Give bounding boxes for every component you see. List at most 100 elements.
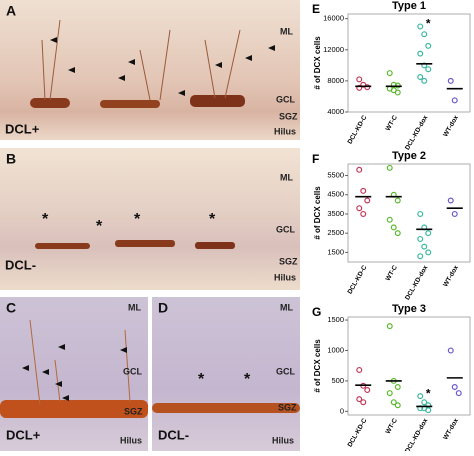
condition-label: DCL- (158, 427, 189, 442)
x-tick-label: WT-C (385, 264, 400, 282)
y-tick-label: 500 (331, 376, 344, 385)
y-tick-label: 8000 (327, 76, 344, 85)
data-point (417, 253, 424, 260)
x-tick-label: WT-C (385, 114, 400, 132)
x-tick-label: WT-dox (442, 264, 460, 288)
data-point (390, 81, 397, 88)
asterisk: * (96, 218, 103, 235)
panel-label: E (312, 2, 320, 16)
data-point (425, 42, 432, 49)
plot-frame (347, 13, 471, 113)
layer-label: ML (280, 302, 293, 312)
y-tick-label: 3500 (327, 209, 344, 218)
layer-label: GCL (276, 224, 296, 234)
data-point (364, 387, 371, 394)
x-tick-label: DCL-KD-dox (404, 264, 430, 301)
layer-label: SGZ (124, 406, 143, 416)
layer-label: ML (128, 302, 141, 312)
data-point (394, 89, 401, 96)
data-point (356, 205, 363, 212)
data-point (417, 50, 424, 57)
data-point (417, 73, 424, 80)
micrograph-a: A ML GCL SGZ Hilus DCL+ (0, 0, 300, 140)
y-tick-label: 5500 (327, 171, 344, 180)
data-point (425, 407, 432, 414)
y-tick-label: 12000 (323, 45, 344, 54)
panel-label: C (6, 300, 16, 316)
data-point (386, 70, 393, 77)
data-point (390, 224, 397, 231)
y-tick-label: 1500 (327, 247, 344, 256)
layer-label: SGZ (278, 402, 297, 412)
data-point (356, 366, 363, 373)
chart-title: Type 3 (392, 303, 426, 315)
x-tick-label: WT-C (385, 417, 400, 435)
layer-label: SGZ (279, 256, 298, 266)
data-point (421, 77, 428, 84)
y-tick-label: 16000 (323, 14, 344, 23)
micrograph-c: C ML GCL SGZ Hilus DCL+ (0, 297, 148, 451)
data-point (360, 399, 367, 406)
data-point (421, 31, 428, 38)
data-point (451, 97, 458, 104)
data-point (394, 384, 401, 391)
layer-label: Hilus (272, 435, 294, 445)
layer-label: ML (280, 26, 293, 36)
plot-frame (347, 163, 471, 263)
data-point (447, 347, 454, 354)
layer-label: Hilus (120, 435, 142, 445)
y-axis-label: # of DCX cells (313, 339, 322, 393)
layer-label: Hilus (274, 126, 296, 136)
significance-marker: * (426, 17, 431, 31)
asterisk: * (42, 211, 49, 228)
y-tick-label: 4500 (327, 190, 344, 199)
data-point (390, 399, 397, 406)
x-tick-label: DCL-KD-C (347, 417, 369, 448)
y-tick-label: 1500 (327, 315, 344, 324)
panel-label: A (6, 3, 16, 19)
data-point (386, 216, 393, 223)
data-point (425, 230, 432, 237)
data-point (421, 243, 428, 250)
data-point (356, 84, 363, 91)
data-point (455, 390, 462, 397)
data-point (386, 164, 393, 171)
data-point (386, 390, 393, 397)
x-tick-label: DCL-KD-dox (404, 114, 430, 151)
x-tick-label: DCL-KD-dox (404, 417, 430, 451)
data-point (360, 210, 367, 217)
chart-title: Type 1 (392, 0, 426, 12)
asterisk: * (209, 211, 216, 228)
y-axis-label: # of DCX cells (313, 36, 322, 90)
micrograph-d: D ML GCL SGZ Hilus DCL- * * (152, 297, 300, 451)
panel-label: G (312, 305, 321, 319)
micrograph-b: B ML GCL SGZ Hilus DCL- * * * * (0, 148, 300, 290)
x-tick-label: WT-dox (442, 114, 460, 138)
data-point (360, 187, 367, 194)
data-point (356, 396, 363, 403)
data-point (425, 66, 432, 73)
layer-label: Hilus (274, 272, 296, 282)
panel-label: F (312, 152, 319, 166)
layer-label: SGZ (279, 111, 298, 121)
data-point (417, 235, 424, 242)
significance-marker: * (426, 386, 431, 400)
data-point (417, 23, 424, 30)
layer-label: GCL (123, 366, 143, 376)
plot-frame (347, 316, 471, 416)
y-tick-label: 0 (340, 406, 344, 415)
data-point (394, 402, 401, 409)
condition-label: DCL- (5, 257, 36, 272)
y-tick-label: 1000 (327, 345, 344, 354)
data-point (417, 393, 424, 400)
layer-label: GCL (276, 94, 296, 104)
data-point (364, 197, 371, 204)
y-tick-label: 4000 (327, 107, 344, 116)
y-tick-label: 2500 (327, 228, 344, 237)
data-point (394, 230, 401, 237)
condition-label: DCL+ (5, 121, 40, 136)
data-point (356, 76, 363, 83)
condition-label: DCL+ (6, 427, 41, 442)
x-tick-label: WT-dox (442, 417, 460, 441)
